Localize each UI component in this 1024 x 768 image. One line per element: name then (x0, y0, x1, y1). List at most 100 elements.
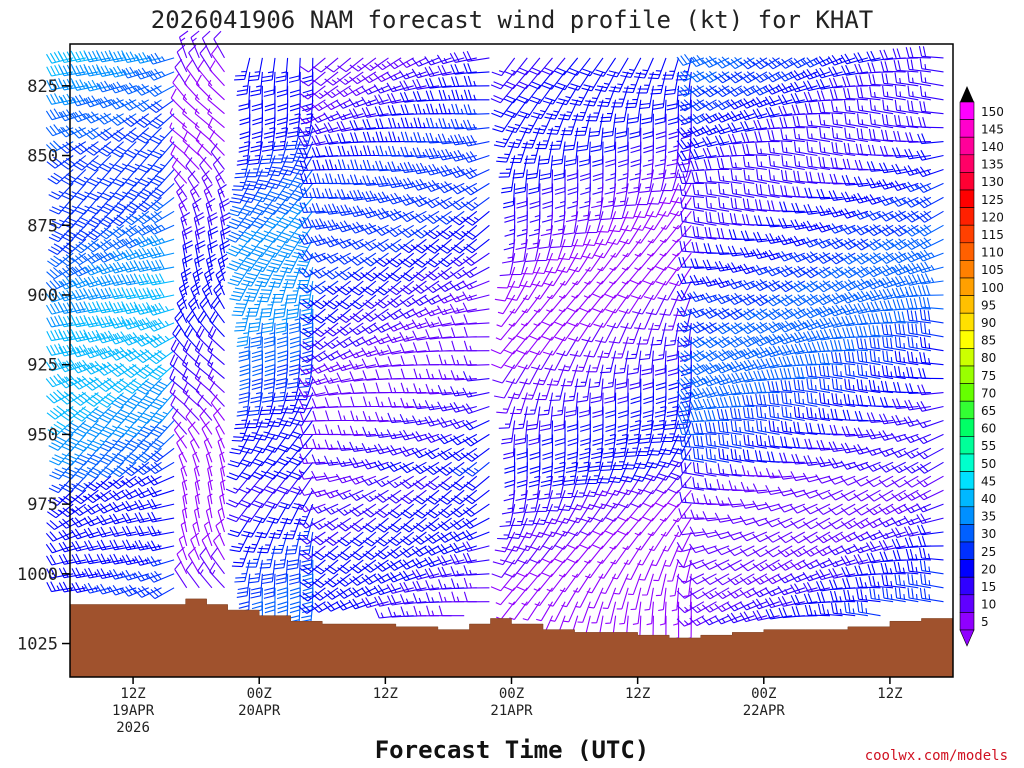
wind-barb (263, 197, 289, 216)
wind-barb (497, 517, 516, 540)
wind-barb (841, 64, 868, 76)
wind-barb (739, 322, 768, 335)
wind-barb (207, 79, 225, 101)
wind-barb (252, 183, 276, 203)
wind-barb (768, 169, 793, 184)
wind-barb (173, 421, 188, 449)
wind-barb (702, 511, 730, 522)
wind-barb (241, 183, 263, 204)
wind-barb (916, 503, 944, 513)
wind-barb (386, 57, 414, 70)
wind-barb (201, 532, 213, 561)
wind-barb (336, 573, 364, 587)
colorbar-swatch (959, 172, 975, 191)
wind-barb (756, 420, 780, 435)
wind-barb (229, 280, 251, 302)
wind-barb (918, 45, 944, 59)
wind-barb (878, 529, 906, 540)
wind-barb (689, 70, 717, 83)
wind-barb (149, 169, 175, 187)
wind-barb (98, 210, 124, 228)
wind-barb (252, 252, 276, 273)
wind-barb (792, 366, 818, 380)
wind-barb (592, 169, 604, 195)
wind-barb (650, 545, 667, 567)
wind-barb (450, 238, 478, 254)
wind-barb (878, 179, 906, 190)
wind-barb (361, 57, 389, 71)
wind-barb (676, 53, 705, 66)
wind-barb (400, 266, 427, 282)
wind-barb (892, 550, 919, 561)
wind-barb (907, 71, 931, 87)
wind-barb (58, 581, 86, 593)
wind-barb (517, 448, 528, 474)
wind-barb (891, 224, 919, 237)
colorbar-swatch (959, 506, 975, 525)
wind-barb (882, 336, 906, 352)
wind-barb (802, 489, 831, 499)
wind-barb (919, 351, 944, 366)
colorbar-swatch (959, 488, 975, 508)
wind-barb (659, 601, 667, 626)
wind-barb (574, 113, 591, 137)
wind-barb (121, 512, 149, 524)
wind-barb (868, 128, 894, 143)
wind-barb (147, 349, 175, 365)
wind-barb (519, 364, 541, 385)
wind-barb (374, 308, 402, 322)
colorbar-swatch (959, 207, 975, 226)
wind-barb (181, 507, 188, 533)
wind-barb (781, 406, 805, 422)
wind-barb (611, 559, 629, 580)
wind-barb (400, 146, 427, 158)
wind-barb (312, 159, 339, 171)
wind-barb (881, 114, 906, 129)
wind-barb (257, 531, 276, 554)
wind-barb (298, 531, 326, 545)
wind-barb (553, 406, 566, 432)
wind-barb (815, 78, 843, 90)
wind-barb (350, 145, 376, 157)
x-tick-label: 00Z (247, 686, 272, 702)
wind-barb (399, 475, 427, 489)
wind-barb (894, 587, 919, 603)
wind-barb (96, 274, 124, 287)
wind-barb (565, 448, 579, 474)
wind-barb (526, 155, 541, 180)
wind-barb (918, 368, 944, 380)
wind-barb (135, 196, 162, 213)
wind-barb (529, 197, 541, 223)
wind-barb (238, 85, 251, 111)
wind-barb (714, 135, 742, 146)
wind-barb (869, 86, 894, 101)
wind-barb (386, 71, 414, 81)
wind-barb (792, 115, 818, 129)
wind-barb (604, 420, 617, 446)
wind-barb (361, 458, 389, 470)
wind-barb (59, 503, 87, 518)
wind-barb (508, 517, 528, 539)
wind-barb (463, 75, 490, 87)
wind-barb (606, 308, 629, 329)
wind-barb (714, 373, 742, 386)
wind-barb (676, 400, 705, 413)
wind-barb (643, 462, 667, 482)
wind-barb (634, 448, 654, 470)
wind-barb (680, 476, 704, 491)
wind-barb (790, 294, 818, 307)
wind-barb (424, 66, 452, 78)
wind-barb (73, 224, 99, 241)
wind-barb (878, 430, 906, 441)
wind-barb (99, 447, 125, 466)
wind-barb (842, 327, 868, 338)
wind-barb (803, 342, 831, 354)
wind-barb (463, 461, 490, 477)
wind-barb (752, 231, 780, 243)
wind-barb (276, 224, 301, 244)
wind-barb (110, 210, 137, 227)
wind-barb (203, 438, 213, 463)
wind-barb (501, 420, 516, 445)
wind-barb (323, 517, 352, 531)
colorbar-label: 130 (981, 175, 1004, 189)
